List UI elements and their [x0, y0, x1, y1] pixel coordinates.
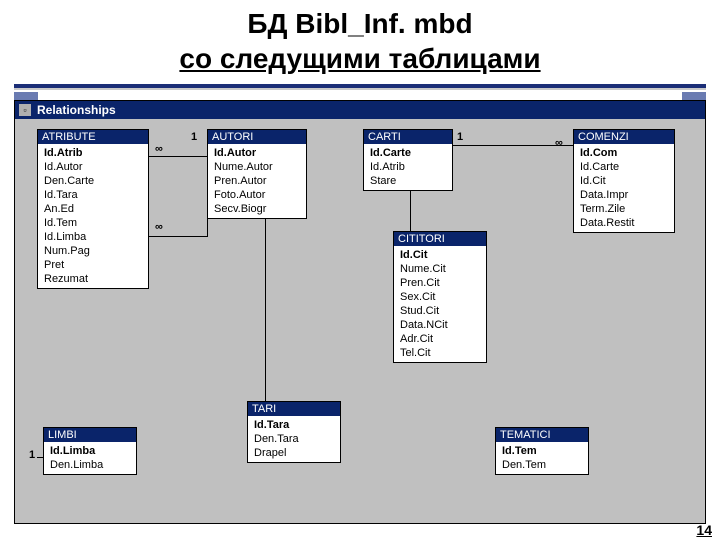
field: Id.Tem: [38, 216, 148, 230]
page-number: 14: [696, 522, 712, 538]
table-limbi[interactable]: LIMBI Id.Limba Den.Limba: [43, 427, 137, 475]
table-title: TEMATICI: [496, 428, 588, 442]
field-pk: Id.Cit: [394, 248, 486, 262]
field: Pren.Autor: [208, 174, 306, 188]
table-body: Id.Cit Nume.Cit Pren.Cit Sex.Cit Stud.Ci…: [394, 246, 486, 362]
field: Nume.Cit: [394, 262, 486, 276]
table-body: Id.Limba Den.Limba: [44, 442, 136, 474]
window-titlebar: ▫ Relationships: [15, 101, 705, 119]
table-carti[interactable]: CARTI Id.Carte Id.Atrib Stare: [363, 129, 453, 191]
field: Adr.Cit: [394, 332, 486, 346]
table-tari[interactable]: TARI Id.Tara Den.Tara Drapel: [247, 401, 341, 463]
field: Stare: [364, 174, 452, 188]
field: Foto.Autor: [208, 188, 306, 202]
table-title: CITITORI: [394, 232, 486, 246]
field: Sex.Cit: [394, 290, 486, 304]
relationships-window: ▫ Relationships 1 ∞ ∞ 1 ∞ 1 ATRIBUTE Id.…: [14, 100, 706, 524]
table-cititori[interactable]: CITITORI Id.Cit Nume.Cit Pren.Cit Sex.Ci…: [393, 231, 487, 363]
field-pk: Id.Tara: [248, 418, 340, 432]
table-body: Id.Tara Den.Tara Drapel: [248, 416, 340, 462]
rel-line: [410, 191, 411, 231]
field: Id.Cit: [574, 174, 674, 188]
table-title: AUTORI: [208, 130, 306, 144]
field: Id.Autor: [38, 160, 148, 174]
table-comenzi[interactable]: COMENZI Id.Com Id.Carte Id.Cit Data.Impr…: [573, 129, 675, 233]
field: Pren.Cit: [394, 276, 486, 290]
title-underline: [14, 84, 706, 90]
field: Nume.Autor: [208, 160, 306, 174]
rel-many: ∞: [155, 143, 163, 155]
field: Secv.Biogr: [208, 202, 306, 216]
table-body: Id.Com Id.Carte Id.Cit Data.Impr Term.Zi…: [574, 144, 674, 232]
field-pk: Id.Tem: [496, 444, 588, 458]
table-tematici[interactable]: TEMATICI Id.Tem Den.Tem: [495, 427, 589, 475]
field: Num.Pag: [38, 244, 148, 258]
table-title: LIMBI: [44, 428, 136, 442]
table-atribute[interactable]: ATRIBUTE Id.Atrib Id.Autor Den.Carte Id.…: [37, 129, 149, 289]
field: Term.Zile: [574, 202, 674, 216]
field: Stud.Cit: [394, 304, 486, 318]
window-title: Relationships: [37, 103, 116, 117]
table-title: COMENZI: [574, 130, 674, 144]
field-pk: Id.Limba: [44, 444, 136, 458]
field: Den.Limba: [44, 458, 136, 472]
field: Rezumat: [38, 272, 148, 286]
rel-one: 1: [191, 131, 197, 143]
page-title: БД Bibl_Inf. mbd со следущими таблицами: [0, 6, 720, 76]
field: Drapel: [248, 446, 340, 460]
table-title: CARTI: [364, 130, 452, 144]
field: Id.Tara: [38, 188, 148, 202]
rel-line: [149, 236, 207, 237]
field: Data.Restit: [574, 216, 674, 230]
field: Id.Carte: [574, 160, 674, 174]
slide: БД Bibl_Inf. mbd со следущими таблицами …: [0, 0, 720, 540]
table-body: Id.Tem Den.Tem: [496, 442, 588, 474]
field: Pret: [38, 258, 148, 272]
field-pk: Id.Autor: [208, 146, 306, 160]
field: Den.Tem: [496, 458, 588, 472]
rel-many: ∞: [155, 221, 163, 233]
table-body: Id.Atrib Id.Autor Den.Carte Id.Tara An.E…: [38, 144, 148, 288]
title-line-2: со следущими таблицами: [0, 41, 720, 76]
field: Den.Carte: [38, 174, 148, 188]
field-pk: Id.Atrib: [38, 146, 148, 160]
table-body: Id.Carte Id.Atrib Stare: [364, 144, 452, 190]
rel-one: 1: [457, 131, 463, 143]
field: Tel.Cit: [394, 346, 486, 360]
table-title: ATRIBUTE: [38, 130, 148, 144]
field-pk: Id.Carte: [364, 146, 452, 160]
field: Data.Impr: [574, 188, 674, 202]
field-pk: Id.Com: [574, 146, 674, 160]
rel-line: [149, 156, 207, 157]
field: Den.Tara: [248, 432, 340, 446]
window-icon: ▫: [19, 104, 31, 116]
field: Id.Limba: [38, 230, 148, 244]
table-autori[interactable]: AUTORI Id.Autor Nume.Autor Pren.Autor Fo…: [207, 129, 307, 219]
field: Data.NCit: [394, 318, 486, 332]
field: Id.Atrib: [364, 160, 452, 174]
table-body: Id.Autor Nume.Autor Pren.Autor Foto.Auto…: [208, 144, 306, 218]
title-line-1: БД Bibl_Inf. mbd: [0, 6, 720, 41]
rel-many: ∞: [555, 137, 563, 149]
rel-line: [265, 211, 266, 401]
table-title: TARI: [248, 402, 340, 416]
rel-one: 1: [29, 449, 35, 461]
field: An.Ed: [38, 202, 148, 216]
